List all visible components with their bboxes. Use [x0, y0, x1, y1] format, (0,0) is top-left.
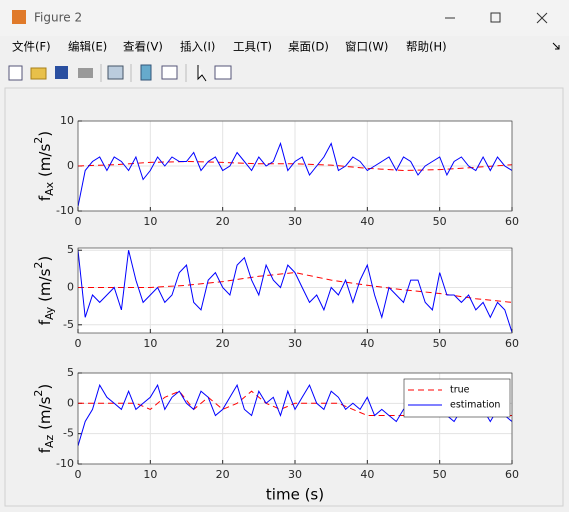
y-tick-label: -10 — [56, 204, 74, 217]
x-tick-label: 20 — [216, 468, 230, 481]
close[interactable] — [536, 12, 548, 24]
y-label-part: (m/s — [36, 268, 54, 306]
legend-box — [403, 378, 511, 418]
tool-property[interactable] — [214, 65, 232, 80]
y-label-part: ) — [36, 384, 54, 390]
y-label-part: f — [36, 319, 54, 325]
y-tick-label: 5 — [67, 243, 74, 256]
x-tick-label: 10 — [143, 215, 157, 228]
y-tick-label: -5 — [63, 318, 74, 331]
y-label-part: 2 — [32, 137, 45, 144]
y-label-part: (m/s — [36, 144, 54, 182]
y-label-part: ) — [36, 131, 54, 137]
tool-legend[interactable] — [161, 65, 178, 80]
x-tick-label: 60 — [505, 337, 519, 350]
x-tick-label: 50 — [433, 337, 447, 350]
menu-item[interactable]: 插入(I) — [180, 40, 215, 54]
x-tick-label: 10 — [143, 337, 157, 350]
tool-open[interactable] — [30, 67, 47, 80]
y-tick-label: -10 — [56, 457, 74, 470]
x-tick-label: 10 — [143, 468, 157, 481]
window-title: Figure 2 — [34, 11, 82, 25]
tool-save[interactable] — [55, 66, 68, 79]
maximize[interactable] — [490, 12, 501, 23]
menu-item[interactable]: 工具(T) — [233, 40, 272, 54]
y-label-part: ) — [36, 256, 54, 262]
legend-label: estimation — [450, 400, 500, 411]
y-label-part: Ay — [43, 306, 56, 320]
x-tick-label: 40 — [360, 337, 374, 350]
x-tick-label: 40 — [360, 215, 374, 228]
menu-item[interactable]: 帮助(H) — [406, 40, 447, 54]
y-label-part: f — [36, 195, 54, 201]
y-label-part: Ax — [43, 181, 56, 196]
x-tick-label: 20 — [216, 215, 230, 228]
series-line — [78, 272, 512, 303]
y-tick-label: 0 — [67, 396, 74, 409]
tool-print[interactable] — [78, 68, 93, 78]
axes-box — [77, 120, 513, 212]
x-tick-label: 20 — [216, 337, 230, 350]
tool-link[interactable] — [107, 65, 124, 80]
x-tick-label: 50 — [433, 215, 447, 228]
menu-item[interactable]: 文件(F) — [12, 40, 51, 54]
tool-pointer[interactable] — [197, 65, 207, 82]
toolbar — [8, 64, 232, 82]
x-tick-label: 60 — [505, 215, 519, 228]
series-line — [78, 250, 512, 333]
menu-item[interactable]: 桌面(D) — [288, 40, 329, 54]
y-tick-label: 10 — [60, 114, 74, 127]
y-label-part: 2 — [32, 390, 45, 397]
y-label-part: Az — [43, 434, 56, 448]
series-line — [78, 160, 512, 172]
axes-box — [77, 247, 513, 334]
x-tick-label: 50 — [433, 468, 447, 481]
y-tick-label: 5 — [67, 366, 74, 379]
menu-item[interactable]: 窗口(W) — [345, 40, 388, 54]
app-icon — [12, 10, 26, 24]
axes-box — [77, 372, 513, 465]
x-tick-label: 0 — [75, 468, 82, 481]
x-label: time (s) — [266, 486, 324, 504]
y-label: fAy (m/s2) — [32, 256, 56, 326]
x-tick-label: 30 — [288, 337, 302, 350]
x-tick-label: 0 — [75, 215, 82, 228]
tool-colorbar[interactable] — [140, 64, 152, 81]
x-tick-label: 60 — [505, 468, 519, 481]
y-tick-label: 0 — [67, 159, 74, 172]
menu-item[interactable]: 编辑(E) — [68, 40, 107, 54]
x-tick-label: 30 — [288, 215, 302, 228]
legend-label: true — [450, 385, 470, 396]
x-tick-label: 40 — [360, 468, 374, 481]
menu-item[interactable]: 查看(V) — [123, 40, 163, 54]
y-label: fAz (m/s2) — [32, 384, 56, 454]
x-tick-label: 30 — [288, 468, 302, 481]
title-bar — [0, 0, 569, 36]
y-label-part: f — [36, 447, 54, 453]
series-line — [78, 141, 512, 207]
y-label-part: (m/s — [36, 396, 54, 434]
y-label: fAx (m/s2) — [32, 131, 56, 201]
dock-icon[interactable] — [552, 42, 560, 50]
y-label-part: 2 — [32, 262, 45, 269]
x-tick-label: 0 — [75, 337, 82, 350]
menu-bar: 文件(F) 编辑(E) 查看(V) 插入(I) 工具(T) 桌面(D) 窗口(W) 帮助(H) — [12, 40, 447, 54]
y-tick-label: 0 — [67, 281, 74, 294]
y-tick-label: -5 — [63, 427, 74, 440]
tool-new[interactable] — [8, 65, 23, 81]
